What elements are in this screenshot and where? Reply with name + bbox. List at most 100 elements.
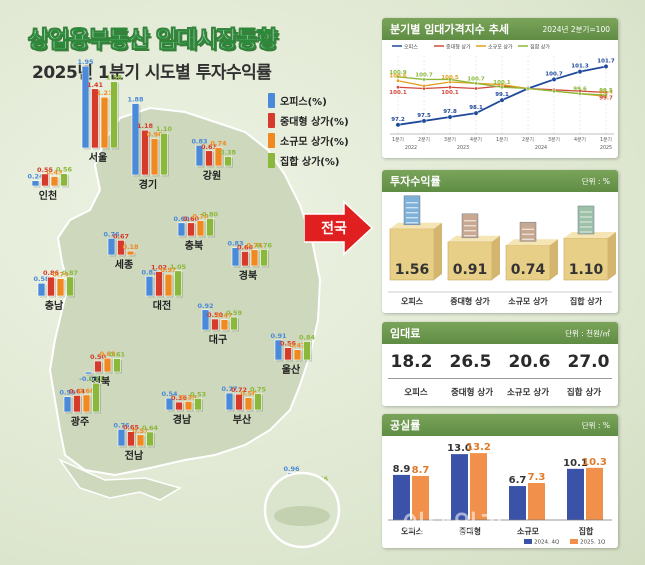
returns-item-0: 1.56 오피스	[389, 195, 442, 306]
region-bar	[220, 319, 229, 331]
region-bar	[117, 239, 125, 256]
region-bar-label: 0.84	[299, 334, 316, 342]
region-bar-label: 1.41	[87, 81, 104, 89]
trend-legend-label: 집합 상가	[530, 44, 550, 51]
region-bar-label: 0.56	[240, 390, 257, 398]
trend-point	[447, 114, 453, 120]
returns-chart: 1.56 오피스 0.91 중대형 상가 0.74 소규모 상가 1.10 집합 상가	[388, 195, 616, 306]
trend-tick-label: 1분기	[600, 136, 612, 143]
trend-chart: 오피스 중대형 상가 소규모 상가 집합 상가 97.2 97.5 97.8 98.1 99.1…	[389, 44, 615, 152]
map-legend: 오피스(%) 중대형 상가(%) 소규모 상가(%) 집합 상가(%)	[268, 90, 349, 170]
returns-item-1: 0.91 중대형 상가	[447, 213, 500, 306]
rent-panel: 임대료 단위 : 천원/㎡ 18.2 26.5 20.6 27.0 오피스 중대…	[382, 322, 618, 406]
trend-data-label: 97.5	[417, 113, 431, 119]
returns-pedestal-top	[448, 235, 500, 242]
region-bar	[60, 173, 68, 187]
region-bar-label: 0.47	[289, 342, 305, 350]
building-icon	[519, 221, 537, 242]
region-bar	[196, 220, 205, 237]
returns-pedestal	[505, 244, 551, 281]
trend-data-label: 97.2	[391, 117, 405, 123]
trend-data-label: 99.7	[599, 95, 613, 101]
rent-label: 소규모 상가	[506, 388, 550, 398]
returns-pedestal-top	[390, 222, 442, 229]
vacancy-value: 13.0	[447, 443, 472, 454]
region-bar-label: 1.58	[106, 74, 123, 82]
returns-pedestal	[447, 241, 493, 281]
trend-year-label: 2025	[600, 145, 612, 151]
region-bar	[211, 318, 219, 331]
region-bar-label: 0.91	[160, 266, 177, 274]
region-bar	[175, 401, 183, 411]
region-bar	[201, 309, 210, 331]
returns-pedestal-top	[506, 239, 558, 246]
region-bar-label: 0.53	[190, 390, 206, 398]
region-bar-label: 0.47	[216, 312, 232, 320]
region-bar-label: 0.67	[113, 232, 129, 240]
returns-value: 0.74	[511, 262, 546, 278]
region-bar	[107, 237, 116, 256]
vacancy-title: 공실률	[390, 419, 421, 432]
trend-point	[526, 86, 530, 91]
region-bar-label: 0.83	[191, 137, 207, 145]
trend-point	[421, 118, 427, 124]
vacancy-legend-swatch	[570, 539, 578, 544]
region-bar	[145, 276, 154, 297]
trend-data-label: 100.7	[545, 71, 563, 77]
vacancy-category: 중대형	[459, 526, 481, 536]
region-group-6: 0.830.660.740.76 경북	[227, 240, 272, 282]
vacancy-bar	[586, 467, 603, 520]
region-bar-label: 0.55	[37, 166, 54, 174]
vacancy-value: 6.7	[509, 475, 527, 486]
trend-data-label: 99.5	[599, 88, 613, 94]
region-bar	[82, 394, 91, 413]
region-bar-label: 1.02	[151, 264, 167, 272]
region-bar-label: 0.39	[180, 393, 197, 401]
vacancy-bar	[528, 483, 545, 520]
region-bar	[230, 316, 238, 331]
trend-point	[474, 86, 478, 91]
trend-data-label: 100.6	[389, 74, 407, 80]
trend-tick-label: 4분기	[574, 136, 586, 143]
trend-legend-label: 오피스	[404, 44, 418, 51]
trend-tick-label: 3분기	[444, 136, 456, 143]
region-bar	[73, 395, 81, 413]
trend-legend-label: 소규모 상가	[488, 44, 513, 51]
vacancy-category: 집합	[579, 526, 594, 536]
vacancy-category: 소규모	[517, 527, 540, 536]
region-bar-label: 1.11	[88, 375, 105, 383]
region-bar	[164, 273, 173, 297]
region-name: 충북	[185, 239, 203, 252]
trend-title: 분기별 임대가격지수 추세	[390, 23, 509, 36]
region-bar-label: 1.10	[156, 125, 173, 133]
rent-label: 중대형 상가	[450, 388, 494, 398]
region-bar-label: 0.18	[122, 243, 139, 251]
region-bar	[260, 248, 268, 267]
rent-value-medium: 26.5	[449, 352, 492, 372]
trend-legend-label: 중대형 상가	[446, 44, 471, 51]
korea-map: 0.240.550.430.56인천1.951.411.211.58서울1.88…	[27, 58, 341, 549]
returns-value: 0.91	[453, 262, 488, 278]
region-bar	[131, 103, 140, 176]
trend-data-label: 101.3	[571, 64, 589, 70]
vacancy-value: 10.3	[582, 457, 607, 468]
region-bar-label: 0.83	[227, 240, 243, 248]
returns-pedestal	[563, 237, 609, 281]
trend-point	[578, 91, 582, 96]
region-bar-label: 0.64	[69, 387, 86, 395]
region-bar	[50, 176, 59, 187]
page-subtitle: 2025년 1분기 시도별 투자수익률	[32, 63, 272, 83]
region-name: 경기	[139, 178, 157, 191]
region-bar	[214, 147, 223, 167]
region-bar	[177, 222, 186, 237]
vacancy-unit: 단위 : %	[581, 420, 610, 430]
region-name: 광주	[71, 416, 89, 428]
returns-unit: 단위 : %	[581, 176, 610, 186]
vacancy-bar	[509, 486, 526, 520]
returns-pedestal	[389, 228, 435, 281]
region-group-1: 1.95 1.411.21 1.58 서울	[77, 58, 122, 164]
trend-point	[396, 75, 400, 79]
region-group-4: 0.600.600.700.80 충북	[173, 210, 218, 252]
region-bar	[63, 396, 72, 413]
trend-point	[473, 110, 479, 116]
